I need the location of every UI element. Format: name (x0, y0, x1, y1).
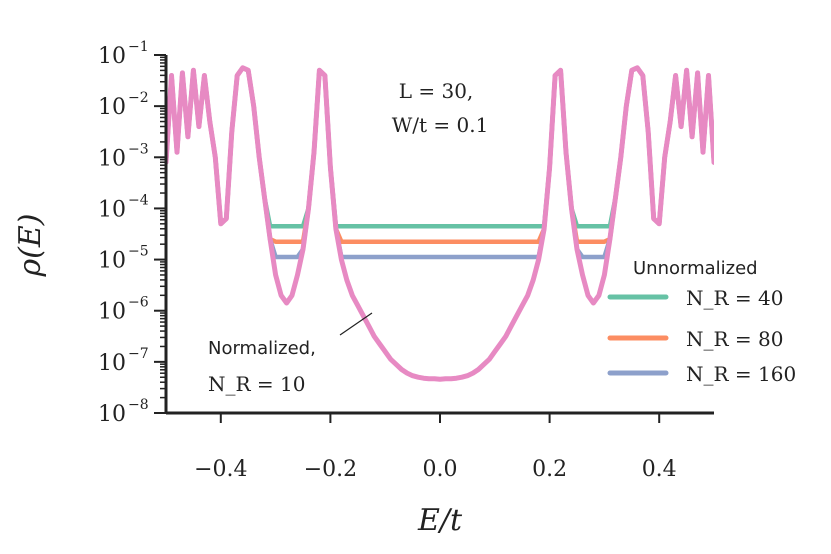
legend-label-0: N_R = 40 (686, 286, 783, 310)
legend: Unnormalized N_R = 40 N_R = 80 N_R = 160 (607, 258, 796, 386)
plot-area (166, 65, 714, 382)
y-tick-exponent-5: −6 (128, 295, 149, 311)
y-tick-exponent-7: −8 (128, 397, 149, 413)
y-tick-exponent-1: −2 (128, 90, 149, 106)
normalized-annotation-pointer (339, 312, 373, 336)
y-tick-exponent-3: −4 (128, 192, 149, 208)
y-tick-label-0: 10 (98, 44, 126, 69)
y-tick-label-5: 10 (98, 300, 126, 325)
y-axis-title: ρ(E) (13, 214, 48, 278)
y-tick-exponent-6: −7 (128, 346, 149, 362)
y-tick-exponent-2: −3 (128, 141, 149, 157)
y-tick-exponent-0: −1 (128, 39, 149, 55)
x-tick-label-1: −0.2 (304, 457, 357, 482)
legend-title: Unnormalized (633, 258, 758, 279)
params-annotation-line1: L = 30, (399, 79, 474, 103)
y-tick-label-6: 10 (98, 351, 126, 376)
legend-label-2: N_R = 160 (686, 362, 796, 386)
legend-label-1: N_R = 80 (686, 327, 783, 351)
y-tick-label-2: 10 (98, 146, 126, 171)
x-tick-label-3: 0.2 (532, 457, 567, 482)
y-tick-label-4: 10 (98, 249, 126, 274)
x-tick-label-2: 0.0 (423, 457, 458, 482)
y-tick-label-7: 10 (98, 402, 126, 427)
series-line-3 (166, 65, 714, 382)
axes (164, 55, 714, 415)
normalized-annotation-line1: Normalized, (208, 338, 316, 359)
y-tick-label-3: 10 (98, 197, 126, 222)
x-axis-title: E/t (417, 503, 463, 538)
y-tick-label-1: 10 (98, 95, 126, 120)
x-tick-label-0: −0.4 (194, 457, 247, 482)
y-tick-exponent-4: −5 (128, 244, 149, 260)
normalized-annotation-line2: N_R = 10 (208, 372, 305, 396)
x-tick-label-4: 0.4 (642, 457, 677, 482)
ticks: −0.4 −0.2 0.0 0.2 0.410−110−210−310−410 −510−… (98, 39, 677, 482)
params-annotation-line2: W/t = 0.1 (392, 113, 489, 137)
